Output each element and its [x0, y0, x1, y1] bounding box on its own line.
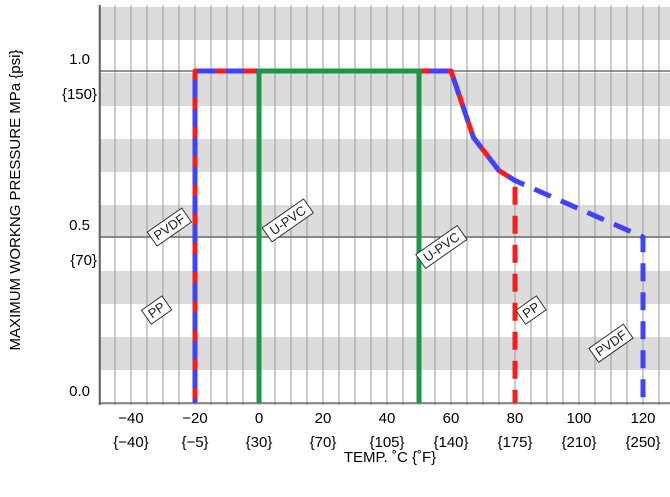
x-tick-label: 20 — [315, 410, 332, 427]
label-box — [415, 224, 468, 270]
x-tick-sublabel: {70} — [310, 434, 337, 451]
y-axis-title: MAXIMUM WORKNG PRESSURE MPa {psi} — [7, 50, 24, 351]
x-tick-label: −40 — [118, 410, 143, 427]
y-tick-label: 0.0 — [69, 383, 90, 400]
x-tick-label: 100 — [566, 410, 591, 427]
x-tick-label: 60 — [443, 410, 460, 427]
x-tick-sublabel: {−5} — [181, 434, 208, 451]
grid-band — [100, 7, 670, 40]
series-label-pp: PP — [140, 295, 173, 325]
series-line-pvdf — [192, 68, 646, 403]
label-box — [515, 295, 547, 325]
x-tick-sublabel: {30} — [246, 434, 273, 451]
grid-band — [100, 73, 670, 106]
y-tick-label: 0.5 — [69, 217, 90, 234]
x-axis-title: TEMP. ˚C {˚F} — [344, 449, 436, 466]
label-box — [140, 295, 173, 325]
series-layer — [192, 68, 646, 403]
grid-band — [100, 139, 670, 172]
x-tick-sublabel: {210} — [561, 434, 596, 451]
y-tick-label: 1.0 — [69, 51, 90, 68]
x-tick-label: 120 — [630, 410, 655, 427]
x-tick-label: 40 — [379, 410, 396, 427]
series-line-u-pvc — [256, 68, 422, 403]
label-box — [588, 323, 634, 363]
grid-band — [100, 271, 670, 304]
x-tick-sublabel: {105} — [369, 434, 404, 451]
x-tick-sublabel: {140} — [433, 434, 468, 451]
x-tick-label: 80 — [507, 410, 524, 427]
background-bands — [100, 7, 670, 405]
x-tick-sublabel: {−40} — [113, 434, 148, 451]
x-tick-sublabel: {250} — [625, 434, 660, 451]
label-box — [261, 198, 315, 243]
series-label-pvdf: PVDF — [146, 207, 193, 247]
grid-band — [100, 403, 670, 405]
grid-band — [100, 337, 670, 370]
series-line-pp — [192, 68, 518, 403]
y-tick-sublabel: {70} — [70, 252, 97, 269]
x-tick-label: 0 — [255, 410, 263, 427]
label-box — [146, 207, 193, 247]
series-label-pp: PP — [515, 295, 547, 325]
tick-labels: −40 {−40} −20 {−5} 0 {30} 20 {70} 40 {105} 60 {140}… — [62, 51, 661, 451]
y-tick-sublabel: {150} — [62, 86, 97, 103]
x-tick-sublabel: {175} — [497, 434, 532, 451]
x-tick-label: −20 — [182, 410, 207, 427]
